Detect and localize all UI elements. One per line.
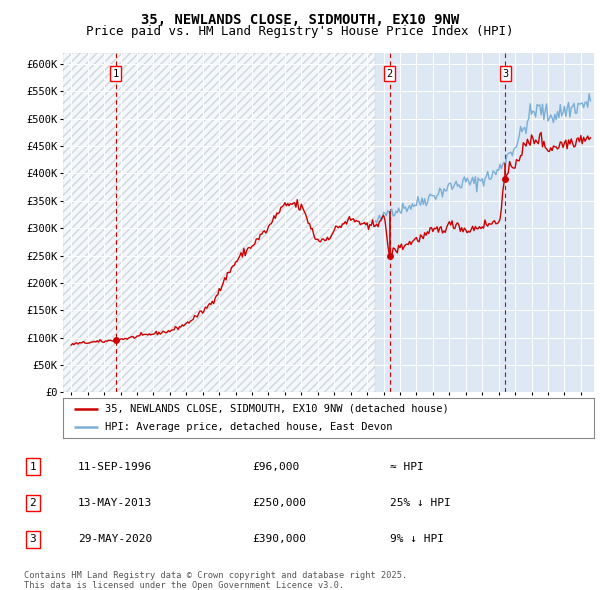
Text: 35, NEWLANDS CLOSE, SIDMOUTH, EX10 9NW (detached house): 35, NEWLANDS CLOSE, SIDMOUTH, EX10 9NW (… (106, 404, 449, 414)
Text: £250,000: £250,000 (252, 498, 306, 508)
Text: £96,000: £96,000 (252, 462, 299, 471)
Text: 25% ↓ HPI: 25% ↓ HPI (390, 498, 451, 508)
Text: £390,000: £390,000 (252, 535, 306, 544)
Text: Contains HM Land Registry data © Crown copyright and database right 2025.
This d: Contains HM Land Registry data © Crown c… (24, 571, 407, 590)
Text: 2: 2 (29, 498, 37, 508)
Text: 9% ↓ HPI: 9% ↓ HPI (390, 535, 444, 544)
Text: 1: 1 (112, 69, 119, 79)
Text: HPI: Average price, detached house, East Devon: HPI: Average price, detached house, East… (106, 422, 393, 432)
Text: 3: 3 (29, 535, 37, 544)
Text: 3: 3 (502, 69, 509, 79)
Text: ≈ HPI: ≈ HPI (390, 462, 424, 471)
Text: 13-MAY-2013: 13-MAY-2013 (78, 498, 152, 508)
Text: 35, NEWLANDS CLOSE, SIDMOUTH, EX10 9NW: 35, NEWLANDS CLOSE, SIDMOUTH, EX10 9NW (141, 13, 459, 27)
Text: Price paid vs. HM Land Registry's House Price Index (HPI): Price paid vs. HM Land Registry's House … (86, 25, 514, 38)
Text: 11-SEP-1996: 11-SEP-1996 (78, 462, 152, 471)
Text: 1: 1 (29, 462, 37, 471)
Text: 29-MAY-2020: 29-MAY-2020 (78, 535, 152, 544)
Text: 2: 2 (386, 69, 393, 79)
